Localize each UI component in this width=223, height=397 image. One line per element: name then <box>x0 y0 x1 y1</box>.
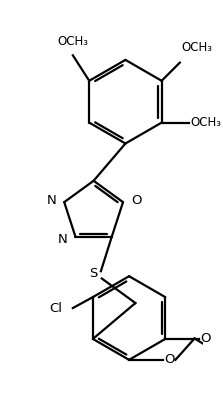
Text: N: N <box>58 233 67 246</box>
Text: O: O <box>164 353 174 366</box>
Text: N: N <box>46 194 56 207</box>
Text: OCH₃: OCH₃ <box>191 116 222 129</box>
Text: OCH₃: OCH₃ <box>182 40 213 54</box>
Text: O: O <box>200 332 211 345</box>
Text: Cl: Cl <box>49 302 62 314</box>
Text: O: O <box>131 194 142 207</box>
Text: OCH₃: OCH₃ <box>57 35 88 48</box>
Text: S: S <box>89 266 98 279</box>
